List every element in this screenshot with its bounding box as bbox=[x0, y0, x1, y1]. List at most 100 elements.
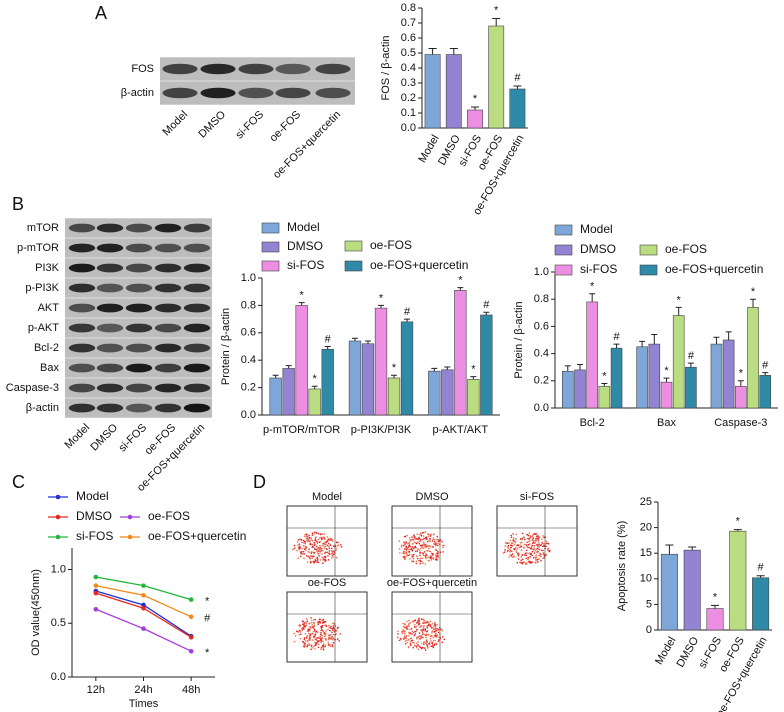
flow-dot bbox=[302, 541, 304, 544]
flow-dot bbox=[335, 629, 337, 632]
flow-dot bbox=[417, 538, 420, 541]
flow-dot bbox=[430, 627, 433, 629]
flow-dot bbox=[332, 641, 335, 644]
flow-dot bbox=[325, 559, 327, 562]
flow-dot bbox=[534, 549, 537, 552]
flow-dot bbox=[422, 562, 424, 564]
y-tick-label: 0.8 bbox=[241, 299, 256, 311]
flow-dot bbox=[415, 542, 418, 545]
blot-band bbox=[275, 63, 311, 75]
flow-dot bbox=[417, 620, 420, 622]
flow-dot bbox=[549, 549, 551, 552]
flow-dot bbox=[438, 636, 440, 639]
flow-dot bbox=[423, 624, 425, 627]
flow-dot bbox=[429, 537, 431, 540]
flow-dot bbox=[526, 541, 528, 544]
flow-dot bbox=[413, 541, 416, 543]
error-bar bbox=[762, 372, 769, 376]
error-bar bbox=[687, 362, 694, 368]
flow-dot bbox=[509, 539, 512, 542]
flow-dot bbox=[436, 627, 438, 630]
error-bar bbox=[639, 340, 646, 347]
y-tick-label: 0.5 bbox=[401, 47, 416, 59]
flow-dot bbox=[425, 639, 428, 641]
error-bar bbox=[285, 365, 292, 369]
flow-dot bbox=[529, 561, 531, 563]
flow-dot bbox=[408, 544, 411, 546]
flow-dot bbox=[420, 618, 423, 620]
flow-dot bbox=[408, 548, 410, 551]
flow-dot bbox=[420, 557, 422, 559]
flow-dot bbox=[529, 539, 531, 542]
flow-dot bbox=[518, 546, 520, 549]
y-tick-label: 0.8 bbox=[534, 293, 549, 305]
flow-dot bbox=[292, 548, 294, 551]
bar bbox=[574, 369, 586, 409]
flow-dot bbox=[340, 546, 343, 548]
flow-dot bbox=[301, 547, 304, 550]
flow-dot bbox=[335, 556, 338, 559]
flow-dot bbox=[531, 544, 534, 547]
flow-dot bbox=[433, 557, 435, 559]
flow-dot bbox=[427, 621, 430, 624]
flow-dot bbox=[304, 533, 306, 536]
flow-dot bbox=[404, 542, 406, 545]
flow-dot bbox=[311, 647, 313, 649]
point bbox=[188, 648, 194, 654]
flow-dot bbox=[432, 553, 434, 555]
flow-dot bbox=[322, 562, 324, 565]
flow-dot bbox=[434, 624, 437, 627]
flow-dot bbox=[420, 538, 422, 541]
legend-swatch bbox=[554, 244, 573, 256]
flow-dot bbox=[311, 624, 314, 626]
error-bar bbox=[651, 334, 658, 345]
legend-label: DMSO bbox=[580, 242, 616, 256]
flow-dot bbox=[540, 544, 543, 546]
flow-dot bbox=[315, 630, 318, 633]
flow-dot bbox=[328, 553, 331, 556]
error-bar bbox=[576, 363, 583, 370]
blot-band bbox=[125, 283, 153, 293]
legend-swatch bbox=[344, 240, 363, 252]
y-tick-label: 0.2 bbox=[401, 92, 416, 104]
flow-dot bbox=[436, 623, 439, 626]
blot-row-label: β-actin bbox=[121, 87, 154, 99]
flow-dot bbox=[511, 542, 513, 544]
flow-dot bbox=[321, 556, 324, 558]
flow-dot bbox=[319, 552, 321, 554]
flow-dot bbox=[520, 559, 523, 562]
flow-dot bbox=[521, 554, 523, 556]
flow-dot bbox=[308, 548, 310, 551]
flow-dot bbox=[425, 621, 427, 623]
flow-dot bbox=[411, 639, 414, 642]
flow-dot bbox=[313, 551, 315, 554]
flow-dot bbox=[406, 542, 409, 545]
flow-dot bbox=[431, 641, 434, 644]
point bbox=[141, 626, 146, 631]
flow-dot bbox=[318, 541, 321, 544]
flow-dot bbox=[532, 548, 535, 551]
flow-dot bbox=[324, 645, 326, 648]
flow-dot bbox=[402, 544, 405, 547]
flow-dot bbox=[333, 545, 335, 548]
y-axis-label: FOS / β-actin bbox=[380, 35, 392, 100]
blot-lane-label: DMSO bbox=[88, 421, 120, 453]
flow-dot bbox=[324, 543, 327, 545]
error-bar bbox=[298, 302, 305, 306]
flow-dot bbox=[429, 620, 432, 623]
flow-dot bbox=[314, 560, 316, 563]
legend-swatch bbox=[261, 241, 280, 253]
bar bbox=[636, 346, 648, 409]
flow-dot bbox=[313, 543, 316, 545]
blot-band bbox=[96, 223, 124, 233]
flow-dot bbox=[317, 553, 320, 555]
significance-marker: * bbox=[739, 368, 744, 380]
flow-dot bbox=[404, 640, 407, 643]
flow-dot bbox=[421, 632, 424, 634]
flow-dot bbox=[522, 561, 525, 563]
flow-dot bbox=[315, 531, 318, 534]
flow-dot bbox=[537, 539, 540, 541]
flow-dot bbox=[298, 634, 300, 636]
bar bbox=[467, 109, 483, 129]
flow-dot bbox=[416, 628, 418, 631]
